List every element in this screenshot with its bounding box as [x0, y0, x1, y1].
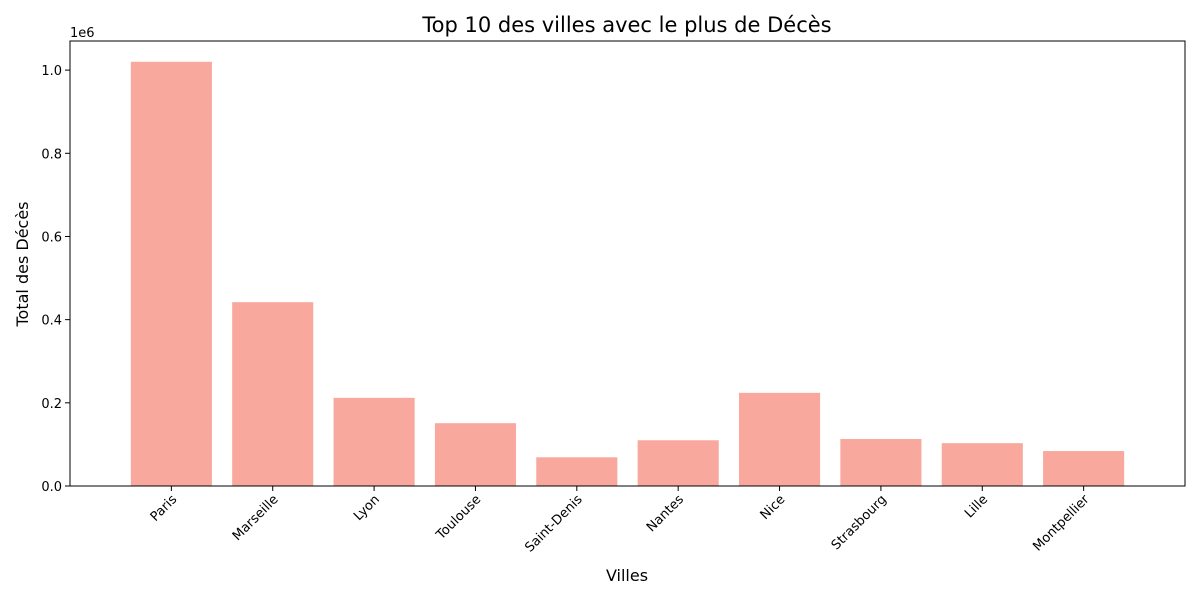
bar-paris — [130, 61, 212, 486]
y-ticks-group: 0.0 0.2 0.4 0.6 0.8 1.0 — [41, 64, 70, 495]
bar-marseille — [232, 302, 314, 486]
bar-lyon — [333, 397, 415, 486]
y-tick-label: 0.0 — [41, 480, 62, 495]
x-ticks-group: Paris Marseille Lyon Toulouse Saint-Denis Nan… — [148, 486, 1093, 556]
x-tick-label: Paris — [148, 492, 181, 525]
x-axis-label: Villes — [606, 566, 648, 585]
chart-title: Top 10 des villes avec le plus de Décès — [421, 13, 831, 37]
x-tick-label: Marseille — [230, 492, 282, 544]
x-tick-label: Lyon — [351, 492, 383, 524]
y-tick-label: 0.4 — [41, 314, 62, 329]
y-tick-label: 0.2 — [41, 397, 62, 412]
bar-nantes — [637, 440, 719, 486]
bar-saint-denis — [536, 457, 618, 486]
bar-montpellier — [1043, 451, 1125, 486]
y-axis-label: Total des Décès — [13, 201, 32, 327]
x-tick-label: Toulouse — [433, 492, 484, 543]
plot-frame — [69, 40, 1186, 487]
x-tick-label: Lille — [962, 492, 991, 521]
bar-nice — [739, 392, 821, 486]
bars-group — [130, 61, 1125, 486]
bar-strasbourg — [840, 439, 922, 486]
y-tick-label: 1.0 — [41, 64, 62, 79]
bar-toulouse — [434, 423, 516, 486]
x-tick-label: Strasbourg — [829, 492, 890, 553]
y-axis-offset-label: 1e6 — [70, 26, 95, 41]
x-tick-label: Nice — [758, 492, 789, 523]
bar-lille — [941, 443, 1023, 486]
y-tick-label: 0.8 — [41, 147, 62, 162]
x-tick-label: Montpellier — [1030, 492, 1093, 555]
y-tick-label: 0.6 — [41, 230, 62, 245]
x-tick-label: Saint-Denis — [522, 492, 585, 555]
x-tick-label: Nantes — [644, 492, 687, 535]
